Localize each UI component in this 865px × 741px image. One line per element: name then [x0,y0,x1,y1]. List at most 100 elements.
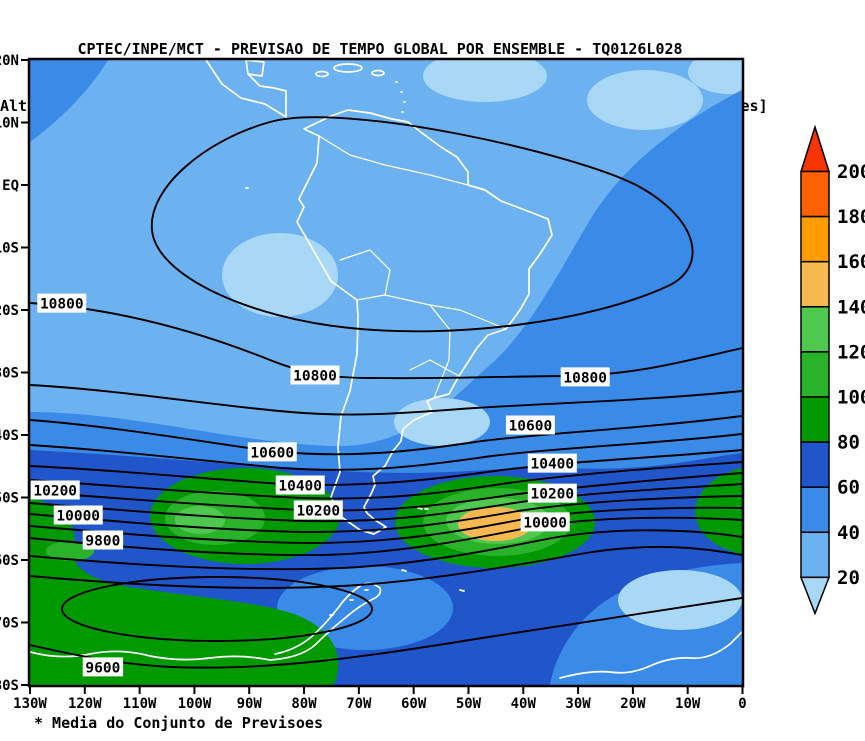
antarctica-coast-west [30,650,271,661]
colorbar-segment [800,531,830,579]
lon-tick-label: 40W [511,696,537,712]
contour-high-closed [151,116,694,333]
lat-tick-label: 10S [0,241,19,257]
lat-tick-label: 60S [0,553,19,569]
contour-9800 [30,516,742,557]
colorbar-segment [800,351,830,398]
contour-label-box [527,453,577,473]
lon-tick-label: 10W [675,696,701,712]
contour-label-value: 10800 [293,369,337,385]
colorbar-segment [800,170,830,218]
colorbar-tick-label: 100 [837,387,865,409]
contour-label: 10800 [290,365,340,385]
latitude-axis: 20N 10N EQ 10S 20S 30S 40S 50S 60S 70S 80S [0,53,29,694]
contour-label-value: 10600 [250,445,294,461]
contour-10500 [30,433,742,471]
contour-label: 10200 [30,480,80,500]
lon-tick-label: 130W [13,696,47,712]
contour-label-box [82,657,124,677]
contour-10600 [30,415,742,456]
contour-label-value: 10200 [33,484,77,500]
colorbar-segment [800,215,830,263]
central-america-coast [205,60,287,118]
lesser-antilles [395,81,406,121]
contour-label: 9600 [82,657,124,677]
contour-10700 [30,384,742,416]
colorbar-segment [800,260,830,308]
falkland-islands [417,507,429,510]
hispaniola-island [333,63,363,73]
contour-9900 [30,506,742,544]
colorbar-tick-label: 160 [837,251,865,273]
contour-10300 [30,461,742,500]
colorbar-tick-label: 140 [837,296,865,318]
contour-label: 10800 [37,293,87,313]
contour-label: 10200 [293,500,343,520]
antarctic-peninsula [269,582,382,661]
contour-label-value: 10400 [278,479,322,495]
lon-tick-label: 70W [346,696,372,712]
contour-10400 [30,449,742,486]
contour-10000 [30,495,742,533]
colorbar-tick-label: 20 [837,567,860,589]
colorbar-segment [800,306,830,353]
contour-label: 9800 [82,530,124,550]
contour-label-value: 9600 [85,660,120,676]
contour-label-value: 10800 [40,297,84,313]
height-contours [30,116,742,669]
colorbar: 200 180 160 140 120 100 80 60 40 20 [799,124,865,616]
longitude-axis: 130W 120W 110W 100W 90W 80W 70W 60W 50W 40W 30W 20W… [13,686,747,712]
contour-label: 10800 [560,367,610,387]
title-line-1: CPTEC/INPE/MCT - PREVISAO DE TEMPO GLOBA… [77,40,683,58]
peninsula-islands [329,569,465,616]
colorbar-tick-label: 80 [837,432,860,454]
lon-tick-label: 80W [291,696,317,712]
colorbar-tick-label: 200 [837,161,865,183]
contour-label-box [560,367,610,387]
contour-label: 10600 [247,442,297,462]
coastlines [30,60,742,679]
contour-9700 [30,529,742,571]
colorbar-under-arrow [799,576,831,616]
contour-label-box [290,365,340,385]
contour-9600-upper [30,546,742,589]
lon-tick-label: 90W [237,696,263,712]
contour-label-box [527,483,577,503]
contour-label-box [275,475,325,495]
contour-label-value: 10200 [296,504,340,520]
contour-label-value: 10600 [509,419,553,435]
colorbar-segment [800,441,830,488]
contour-label-value: 9800 [85,534,120,550]
lat-tick-label: 10N [0,116,19,132]
colorbar-tick-label: 60 [837,477,860,499]
colorbar-segment [800,486,830,534]
jamaica-island [315,70,329,78]
contour-label: 10600 [505,415,555,435]
colorbar-tick-label: 40 [837,522,860,544]
colorbar-tick-label: 180 [837,206,865,228]
contour-label-box [505,415,555,435]
lon-tick-label: 60W [401,696,427,712]
lon-tick-label: 20W [620,696,646,712]
footnote: * Media do Conjunto de Previsoes [34,714,323,732]
contour-label-box [53,505,103,525]
contour-low-closed [61,576,373,642]
lon-tick-label: 0 [738,696,746,712]
contour-10100 [30,483,742,523]
contour-label-value: 10000 [523,515,567,531]
colorbar-over-arrow [799,124,831,173]
colorbar-segment [800,396,830,443]
contour-label-value: 10000 [56,509,100,525]
lon-tick-label: 100W [178,696,212,712]
contour-label-box [30,480,80,500]
colorbar-tick-label: 120 [837,341,865,363]
lat-tick-label: 20S [0,303,19,319]
contour-label-box [293,500,343,520]
lat-tick-label: 30S [0,366,19,382]
contour-label-value: 10800 [563,370,607,386]
lat-tick-label: 20N [0,53,19,69]
lon-tick-label: 120W [68,696,102,712]
contour-10800 [30,302,742,380]
lat-tick-label: EQ [2,178,19,194]
